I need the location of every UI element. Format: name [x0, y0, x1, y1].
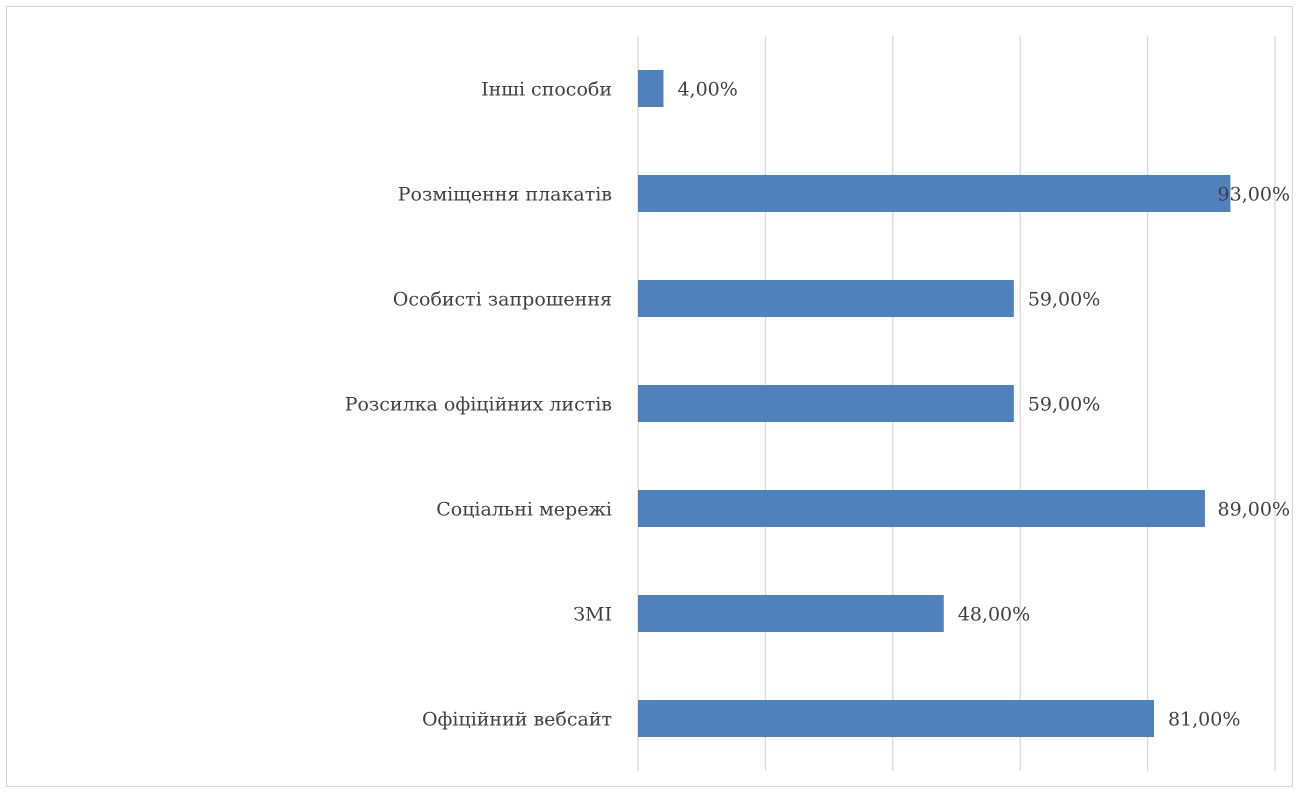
value-label-6: 81,00% — [1168, 709, 1240, 731]
category-label-4: Соціальні мережі — [436, 499, 612, 521]
category-labels: Інші способи Розміщення плакатів Особисті … — [345, 79, 612, 731]
bar-6 — [638, 700, 1154, 737]
bar-4 — [638, 490, 1205, 527]
bar-2 — [638, 280, 1014, 317]
value-label-5: 48,00% — [958, 604, 1030, 626]
bar-5 — [638, 595, 944, 632]
category-label-5: ЗМІ — [573, 604, 612, 626]
value-label-2: 59,00% — [1028, 289, 1100, 311]
value-label-1: 93,00% — [1218, 184, 1290, 206]
bar-0 — [638, 70, 664, 107]
value-label-0: 4,00% — [677, 79, 737, 101]
category-label-2: Особисті запрошення — [393, 289, 612, 311]
category-label-0: Інші способи — [481, 79, 612, 101]
bars — [638, 70, 1231, 737]
category-label-1: Розміщення плакатів — [398, 184, 612, 206]
category-label-3: Розсилка офіційних листів — [345, 394, 612, 416]
gridlines — [637, 36, 1276, 771]
category-label-6: Офіційний вебсайт — [422, 709, 612, 731]
bar-1 — [638, 175, 1231, 212]
bar-3 — [638, 385, 1014, 422]
value-label-4: 89,00% — [1218, 499, 1290, 521]
value-label-3: 59,00% — [1028, 394, 1100, 416]
value-labels: 4,00% 93,00% 59,00% 59,00% 89,00% 48,00% 81,00… — [677, 79, 1290, 731]
